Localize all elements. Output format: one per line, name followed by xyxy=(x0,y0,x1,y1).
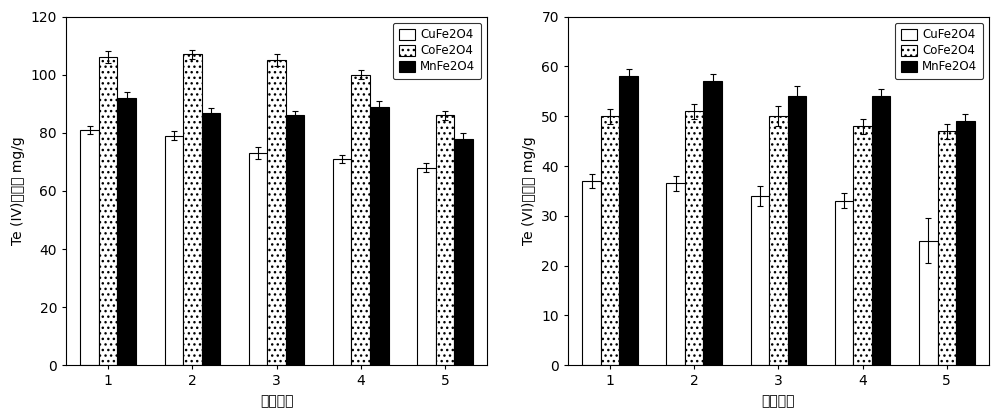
Bar xyxy=(165,136,183,365)
Bar xyxy=(751,196,769,365)
Bar xyxy=(80,130,99,365)
Bar xyxy=(666,184,685,365)
Bar xyxy=(436,115,454,365)
Bar xyxy=(249,153,267,365)
Y-axis label: Te (VI)吸附量 mg/g: Te (VI)吸附量 mg/g xyxy=(522,137,536,246)
Bar xyxy=(835,201,853,365)
Bar xyxy=(872,96,890,365)
Bar xyxy=(919,241,938,365)
Bar xyxy=(769,116,788,365)
Y-axis label: Te (IV)吸附量 mg/g: Te (IV)吸附量 mg/g xyxy=(11,137,25,246)
Bar xyxy=(582,181,601,365)
Bar xyxy=(938,131,956,365)
Bar xyxy=(685,111,703,365)
Legend: CuFe2O4, CoFe2O4, MnFe2O4: CuFe2O4, CoFe2O4, MnFe2O4 xyxy=(393,23,481,79)
Bar xyxy=(956,121,975,365)
Bar xyxy=(202,113,220,365)
Bar xyxy=(370,107,389,365)
Bar xyxy=(703,81,722,365)
Bar xyxy=(333,159,351,365)
Bar xyxy=(99,57,117,365)
Bar xyxy=(601,116,619,365)
Bar xyxy=(286,115,304,365)
Bar xyxy=(454,139,473,365)
Bar xyxy=(267,60,286,365)
X-axis label: 循环次数: 循环次数 xyxy=(260,394,293,408)
Bar xyxy=(619,76,638,365)
Bar xyxy=(417,168,436,365)
Bar xyxy=(183,54,202,365)
Legend: CuFe2O4, CoFe2O4, MnFe2O4: CuFe2O4, CoFe2O4, MnFe2O4 xyxy=(895,23,983,79)
X-axis label: 循环次数: 循环次数 xyxy=(762,394,795,408)
Bar xyxy=(351,75,370,365)
Bar xyxy=(117,98,136,365)
Bar xyxy=(853,126,872,365)
Bar xyxy=(788,96,806,365)
